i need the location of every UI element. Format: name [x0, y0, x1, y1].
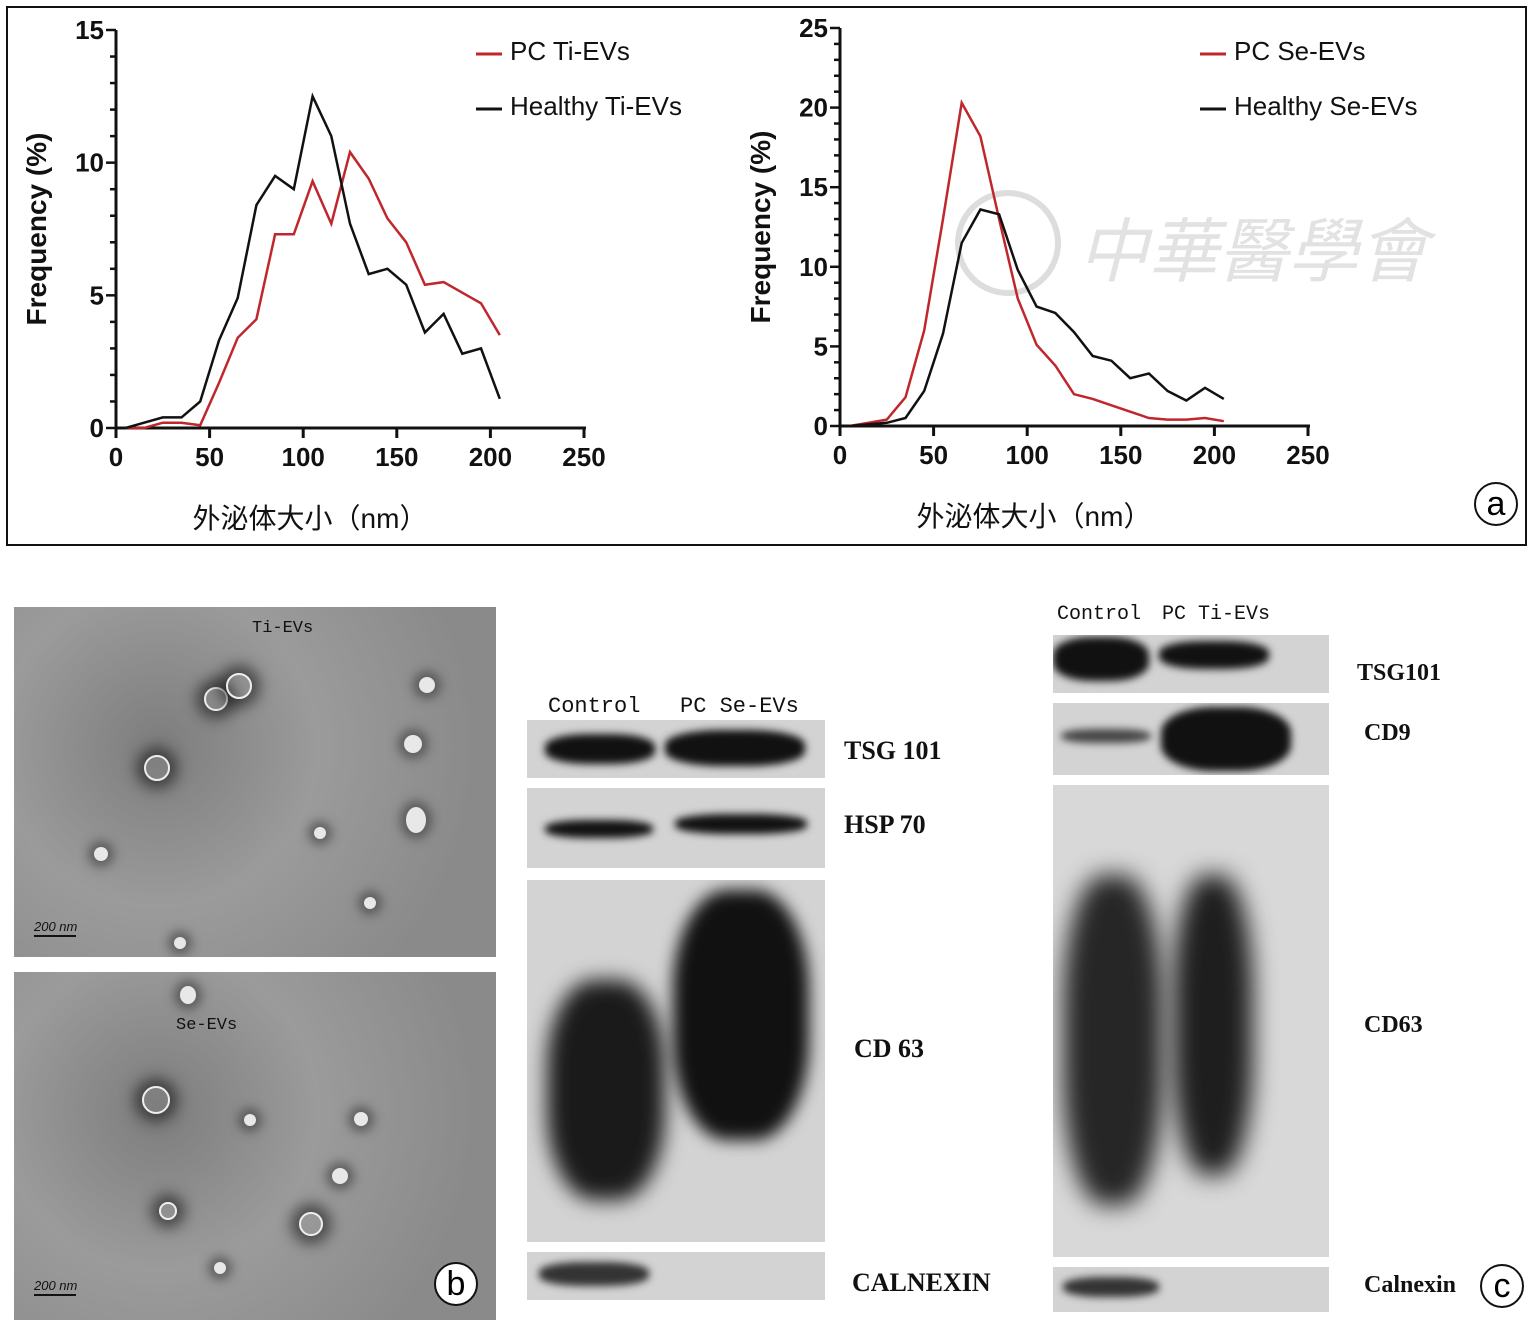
y-tick-label: 5: [814, 331, 828, 361]
lane-label: PC Se-EVs: [680, 694, 799, 719]
micrograph-se-evs: Se-EVs 200 nm b: [14, 972, 496, 1320]
blot-tsg101: [527, 720, 825, 778]
y-axis-label: Frequency (%): [745, 131, 776, 324]
legend-label: Healthy Ti-EVs: [510, 91, 682, 121]
legend-label: PC Se-EVs: [1234, 36, 1366, 66]
series-line-healthy: [125, 92, 501, 430]
panel-label-a: a: [1474, 482, 1518, 526]
y-tick-label: 20: [799, 93, 828, 123]
x-tick-label: 150: [375, 442, 418, 472]
x-tick-label: 50: [919, 440, 948, 470]
x-tick-label: 0: [833, 440, 847, 470]
x-tick-label: 50: [195, 442, 224, 472]
x-tick-label: 200: [469, 442, 512, 472]
x-tick-label: 200: [1193, 440, 1236, 470]
marker-label: CALNEXIN: [852, 1268, 991, 1297]
watermark-seal-icon: [955, 190, 1061, 296]
x-tick-label: 100: [1006, 440, 1049, 470]
blot-calnexin: [527, 1252, 825, 1300]
scale-bar: [34, 1294, 76, 1296]
micrograph-label: Se-EVs: [176, 1016, 238, 1035]
marker-label: CD63: [1364, 1012, 1423, 1038]
micrograph-label: Ti-EVs: [252, 619, 314, 638]
series-line-healthy: [849, 208, 1225, 428]
x-axis-label: 外泌体大小（nm）: [917, 501, 1152, 532]
panel-a: 中華醫學會 0 50 100 150 200 250 0 5 10 15 Frequency (%) 外…: [6, 6, 1527, 546]
panel-label-c: c: [1480, 1264, 1524, 1308]
scale-bar-label: 200 nm: [34, 1278, 78, 1293]
y-tick-label: 10: [75, 148, 104, 178]
lane-label: Control: [548, 694, 641, 719]
x-axis-label: 外泌体大小（nm）: [193, 503, 428, 534]
series-line-pc: [125, 149, 501, 430]
series-line-pc: [849, 99, 1225, 428]
marker-label: CD9: [1364, 720, 1411, 746]
marker-label: Calnexin: [1364, 1272, 1457, 1298]
x-tick-label: 0: [109, 442, 123, 472]
scale-bar: [34, 935, 76, 937]
lane-label: Control: [1057, 603, 1142, 626]
legend-label: Healthy Se-EVs: [1234, 91, 1418, 121]
legend-label: PC Ti-EVs: [510, 36, 630, 66]
blot-cd63: [527, 880, 825, 1242]
x-tick-label: 150: [1099, 440, 1142, 470]
y-tick-label: 15: [799, 172, 828, 202]
micrograph-ti-evs: Ti-EVs 200 nm: [14, 607, 496, 957]
y-axis-label: Frequency (%): [21, 133, 52, 326]
blot-calnexin: [1053, 1267, 1329, 1312]
y-tick-label: 15: [75, 15, 104, 45]
panel-label-b: b: [434, 1262, 478, 1306]
y-tick-label: 25: [799, 13, 828, 43]
scale-bar-label: 200 nm: [34, 919, 78, 934]
marker-label: CD 63: [854, 1034, 925, 1063]
y-tick-label: 10: [799, 252, 828, 282]
y-tick-label: 0: [90, 413, 104, 443]
x-tick-label: 250: [1286, 440, 1329, 470]
blot-hsp70: [527, 788, 825, 868]
blot-cd9: [1053, 703, 1329, 775]
x-tick-label: 100: [282, 442, 325, 472]
marker-label: TSG101: [1357, 660, 1442, 686]
lane-label: PC Ti-EVs: [1162, 603, 1271, 626]
blot-cd63: [1053, 785, 1329, 1257]
y-tick-label: 0: [814, 411, 828, 441]
marker-label: HSP 70: [844, 810, 926, 839]
x-tick-label: 250: [562, 442, 605, 472]
marker-label: TSG 101: [844, 736, 942, 765]
y-tick-label: 5: [90, 280, 104, 310]
blot-tsg101: [1053, 635, 1329, 693]
watermark: 中華醫學會: [1078, 213, 1437, 291]
